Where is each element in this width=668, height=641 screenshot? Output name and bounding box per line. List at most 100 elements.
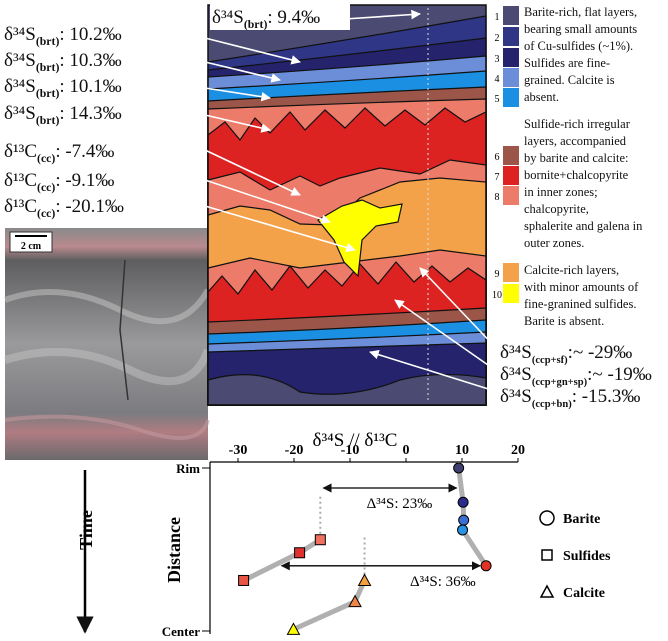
x-tick-label: -30 (229, 443, 248, 458)
y-tick-label: Center (162, 624, 200, 639)
sulfide-point (315, 535, 325, 545)
layer-number: 9 (495, 269, 500, 280)
layer-swatch (503, 88, 519, 107)
barite-point (459, 515, 469, 525)
legend-text: Calcite-rich layers, (524, 263, 619, 277)
legend-text: Barite-rich, flat layers, (524, 5, 637, 19)
layer-swatch (503, 6, 519, 25)
legend-marker (542, 550, 552, 560)
barite-point (458, 525, 468, 535)
x-tick-label: -20 (285, 443, 304, 458)
value: :~ -19‰ (587, 364, 652, 385)
isotope-label: δ¹³C(cc): -9.1‰ (4, 170, 114, 194)
layer-swatch (503, 284, 519, 303)
y-axis-label: Distance (164, 517, 184, 583)
layer-number: 6 (495, 152, 500, 163)
phase: (brt) (36, 87, 60, 100)
isotope-label: δ³⁴S(brt): 14.3‰ (4, 103, 122, 127)
isotope: δ³⁴S (500, 386, 532, 407)
layer-number: 8 (495, 192, 500, 203)
value: : 9.4‰ (267, 7, 320, 28)
layer-swatch (503, 146, 519, 165)
legend-text: bornite+chalcopyrite (524, 168, 629, 182)
x-tick-label: -10 (341, 443, 360, 458)
layer-number: 4 (495, 74, 500, 85)
legend-marker (540, 511, 554, 525)
value: : 10.3‰ (59, 50, 121, 71)
layer-swatch (503, 186, 519, 205)
legend-text: of Cu-sulfides (~1%). (524, 39, 633, 53)
legend-label: Sulfides (563, 549, 611, 564)
layer-number: 10 (492, 290, 502, 301)
specimen-photo: 2 cm (5, 228, 208, 460)
y-tick-label: Rim (176, 461, 200, 476)
legend-text: Barite is absent. (524, 314, 604, 328)
legend-text: layers, accompanied (524, 134, 627, 148)
layer-swatch (503, 166, 519, 185)
isotope-label: δ¹³C(cc): -20.1‰ (4, 196, 124, 220)
legend-marker (541, 586, 553, 597)
legend-text: fine-granined sulfides. (524, 297, 636, 311)
isotope: δ³⁴S (500, 342, 532, 363)
isotope: δ¹³C (4, 170, 37, 191)
sulfide-point (239, 575, 249, 585)
calcite-point (359, 574, 371, 585)
scale-label: 2 cm (21, 241, 42, 252)
legend-text: in inner zones; (524, 185, 598, 199)
legend-text: Sulfide-rich irregular (524, 117, 631, 131)
barite-point (454, 463, 464, 473)
legend-label: Calcite (563, 586, 605, 601)
isotope: δ³⁴S (4, 50, 36, 71)
isotope-label: δ³⁴S(brt): 10.1‰ (4, 76, 122, 100)
value: : -9.1‰ (55, 170, 114, 191)
isotope: δ³⁴S (4, 103, 36, 124)
phase: (brt) (244, 18, 268, 31)
layer-legend: 1 2 3 4 5 6 7 8 9 10 Barite-rich, flat layers, bear… (492, 5, 643, 328)
isotope: δ³⁴S (212, 7, 244, 28)
x-tick-label: 10 (455, 443, 469, 458)
phase: (brt) (36, 61, 60, 74)
x-tick-label: 20 (511, 443, 525, 458)
isotope: δ¹³C (4, 141, 37, 162)
value: : 14.3‰ (59, 103, 121, 124)
legend-text: Sulfides are fine- (524, 56, 610, 70)
legend-text: chalcopyrite, (524, 202, 589, 216)
layer-number: 5 (495, 94, 500, 105)
phase: (cc) (37, 181, 55, 194)
x-tick-label: 0 (403, 443, 410, 458)
isotope-label: δ³⁴S(ccp+gn+sp):~ -19‰ (500, 364, 652, 388)
value: : -15.3‰ (572, 386, 641, 407)
figure: 2 cm (0, 0, 668, 641)
value: : -7.4‰ (55, 141, 114, 162)
layer-swatch (503, 48, 519, 67)
isotope: δ¹³C (4, 196, 37, 217)
trend-line (244, 540, 321, 581)
layer-number: 7 (495, 172, 500, 183)
layer-section (205, 4, 498, 405)
legend-text: bearing small amounts (524, 22, 637, 36)
phase: (ccp+sf) (532, 355, 568, 366)
layer-swatch (503, 263, 519, 282)
legend-text: absent. (524, 90, 559, 104)
legend-text: sphalerite and galena in (524, 219, 643, 233)
layer-swatch (503, 27, 519, 46)
value: : 10.1‰ (59, 76, 121, 97)
layer-number: 3 (495, 54, 500, 65)
legend-text: by barite and calcite: (524, 151, 628, 165)
isotope-label: δ³⁴S(brt): 10.3‰ (4, 50, 122, 74)
layer-number: 2 (495, 33, 500, 44)
isotope-label: δ¹³C(cc): -7.4‰ (4, 141, 114, 165)
phase: (cc) (37, 152, 55, 165)
value: :~ -29‰ (568, 342, 633, 363)
barite-point (458, 497, 468, 507)
sulfide-point (295, 548, 305, 558)
isotope-label: δ³⁴S(brt): 10.2‰ (4, 24, 122, 48)
page: {"figure": { "scale_bar": "2 cm", "layer… (0, 0, 668, 641)
legend-text: grained. Calcite is (524, 73, 615, 87)
delta-label: Δ³⁴S: 36‰ (410, 574, 476, 590)
isotope: δ³⁴S (4, 76, 36, 97)
legend-text: outer zones. (524, 236, 584, 250)
phase: (cc) (37, 207, 55, 220)
layer-number: 1 (495, 12, 500, 23)
legend-label: Barite (563, 512, 600, 527)
